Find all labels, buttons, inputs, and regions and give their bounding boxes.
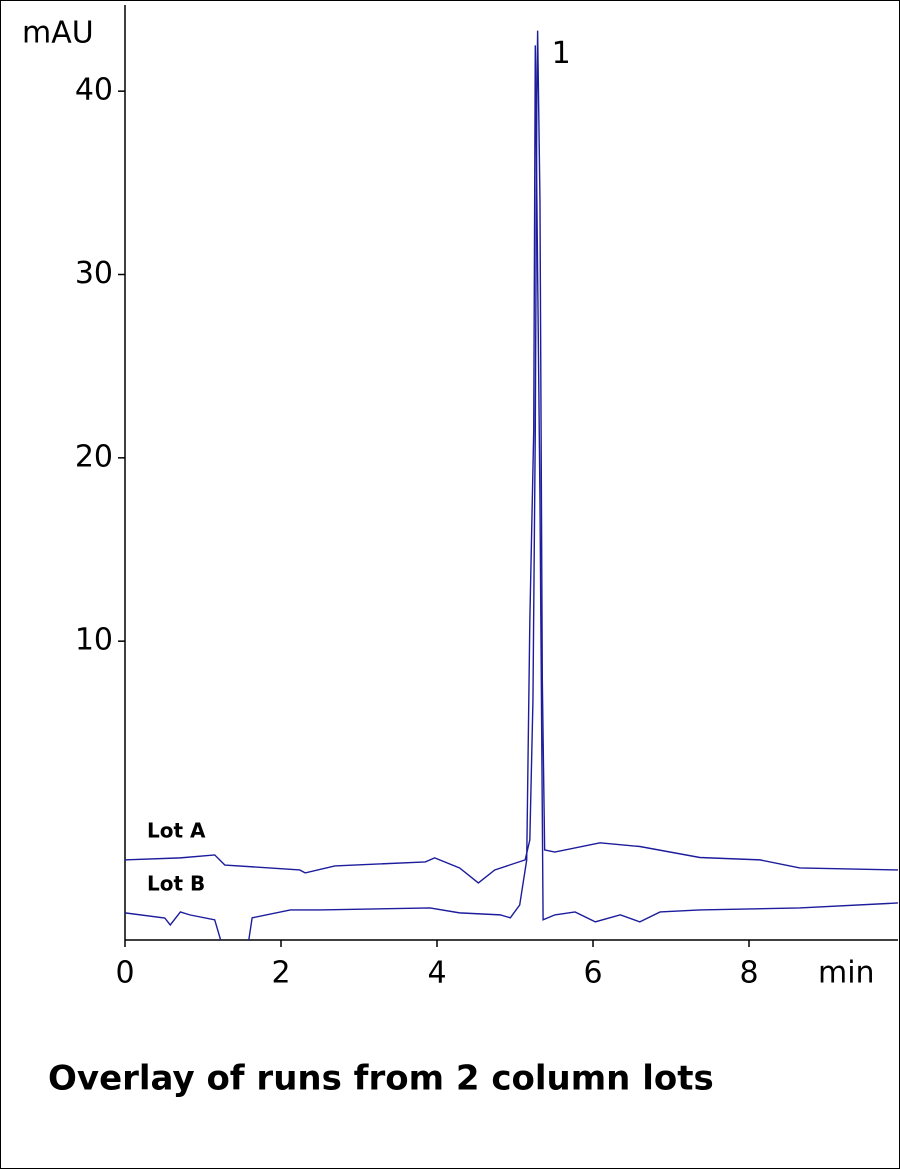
y-tick-label: 10	[75, 623, 113, 658]
series-label: Lot A	[147, 818, 206, 842]
series-line	[125, 30, 898, 884]
chart-title: Overlay of runs from 2 column lots	[48, 1059, 714, 1099]
series-label: Lot B	[147, 871, 205, 895]
y-tick-label: 20	[75, 439, 113, 474]
y-tick-label: 40	[75, 73, 113, 108]
x-tick-label: 4	[427, 956, 446, 991]
y-axis-label: mAU	[22, 16, 94, 51]
series-line	[125, 45, 898, 940]
peak-label: 1	[552, 36, 571, 71]
x-tick-label: 2	[271, 956, 290, 991]
x-axis-label: min	[818, 956, 875, 991]
x-tick-label: 6	[583, 956, 602, 991]
y-tick-label: 30	[75, 256, 113, 291]
x-tick-label: 0	[115, 956, 134, 991]
x-tick-label: 8	[739, 956, 758, 991]
